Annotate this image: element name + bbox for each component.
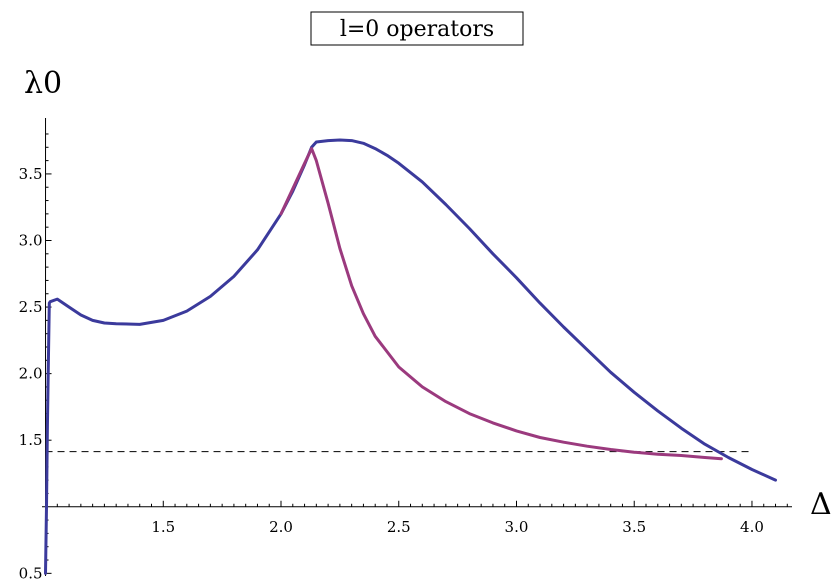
series-line-2 (279, 147, 723, 461)
x-tick-label: 3.0 (505, 518, 529, 536)
series-line-1 (44, 138, 777, 575)
series-group (44, 138, 777, 575)
y-tick-label: 2.0 (19, 365, 43, 383)
axis-ticks: 1.5 2.0 2.5 3.0 3.5 4.0 0.5 1.5 2.0 2.5 3.0 3.5 (19, 133, 788, 582)
x-tick-label: 4.0 (740, 518, 764, 536)
chart-title-text: l=0 operators (340, 17, 494, 42)
x-tick-label: 1.5 (151, 518, 175, 536)
x-tick-label: 3.5 (622, 518, 646, 536)
x-tick-label: 2.5 (387, 518, 411, 536)
y-axis-label: λ0 (24, 66, 62, 101)
chart-title: l=0 operators (310, 11, 524, 46)
y-tick-label: 1.5 (19, 431, 43, 449)
y-tick-label: 0.5 (19, 564, 43, 582)
y-tick-label: 2.5 (19, 298, 43, 316)
chart-title-box (310, 11, 524, 46)
y-tick-label: 3.5 (19, 165, 43, 183)
x-tick-label: 2.0 (269, 518, 293, 536)
axes (42, 118, 792, 576)
x-axis-label: Δ (810, 487, 832, 522)
y-tick-label: 3.0 (19, 231, 43, 249)
